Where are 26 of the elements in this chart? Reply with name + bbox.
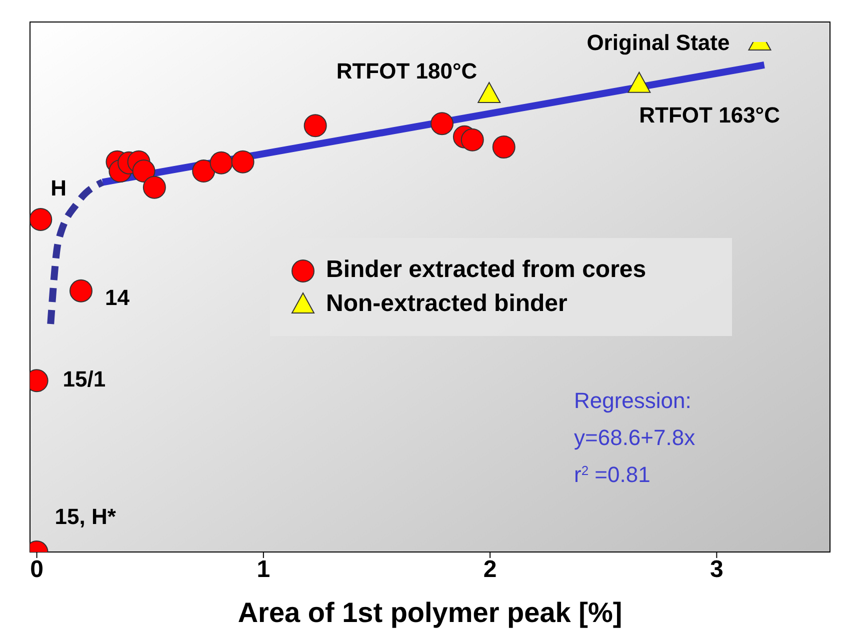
point	[460, 128, 484, 152]
x-tick-label: 1	[256, 556, 270, 584]
x-tick-label: 0	[30, 556, 44, 584]
x-tick-label: 2	[483, 556, 497, 584]
point	[231, 150, 254, 174]
annotation: 15, H*	[54, 504, 116, 529]
legend-label: Binder extracted from cores	[326, 256, 646, 284]
annotation: Regression: y=68.6+7.8x r$^{2}$ =0.81	[574, 388, 696, 487]
point	[142, 176, 166, 199]
point	[69, 279, 92, 302]
annotation: 15/1	[62, 366, 106, 392]
annotation: RTFOT 180°C	[336, 58, 478, 84]
x-axis-title: Area of 1st polymer peak [%]	[238, 597, 622, 628]
point	[132, 160, 156, 183]
annotation: RTFOT 163°C	[639, 102, 780, 128]
annotation: H	[50, 175, 67, 200]
point	[492, 136, 516, 159]
legend-label: Non-extracted binder	[326, 290, 568, 318]
point	[304, 114, 327, 138]
annotation: 14	[104, 284, 130, 310]
point	[30, 208, 52, 231]
point	[192, 160, 216, 183]
annotation: Original State	[586, 30, 730, 55]
point	[430, 112, 454, 136]
point	[210, 151, 233, 174]
x-tick-label: 3	[710, 556, 724, 584]
